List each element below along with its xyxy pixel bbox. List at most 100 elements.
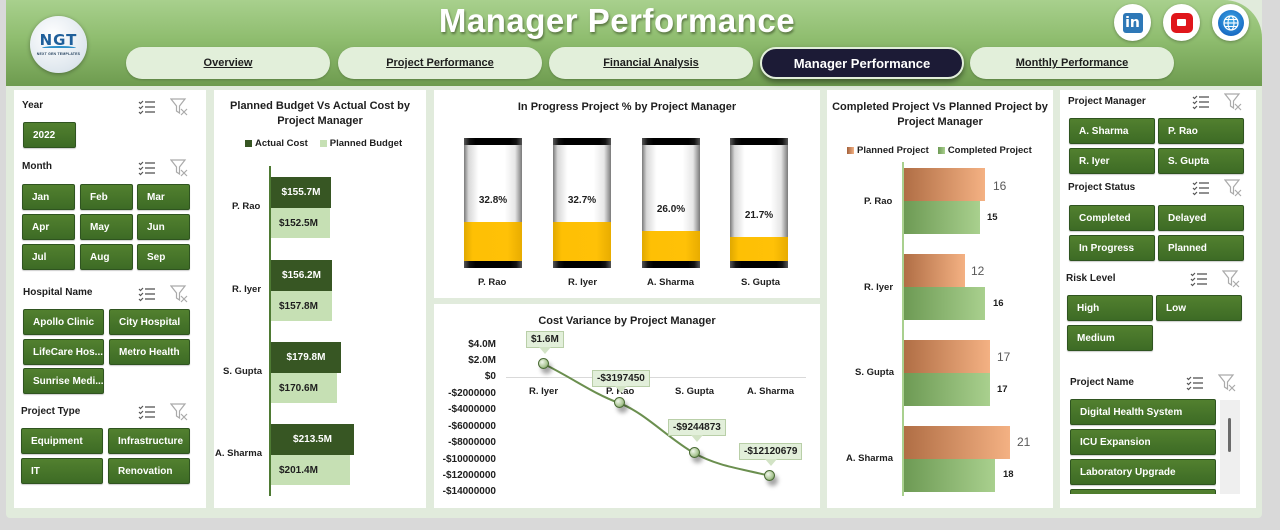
slicer-type-it[interactable]: IT: [21, 458, 103, 484]
bar-planned-project[interactable]: [904, 340, 990, 373]
tube-bar[interactable]: 32.7%: [553, 138, 611, 268]
slicer-month-jun[interactable]: Jun: [137, 214, 190, 240]
multi-select-icon[interactable]: [138, 404, 156, 425]
legend-planned-budget[interactable]: Planned Budget: [319, 138, 402, 149]
legend-planned-project[interactable]: Planned Project: [847, 145, 929, 156]
slicer-project-icu-expansion[interactable]: ICU Expansion: [1070, 429, 1216, 455]
slicer-month-mar[interactable]: Mar: [137, 184, 190, 210]
slicer-manager-p-rao[interactable]: P. Rao: [1158, 118, 1244, 144]
clear-filter-icon[interactable]: [169, 159, 188, 182]
clear-filter-icon[interactable]: [169, 403, 188, 426]
slicer-risk-low[interactable]: Low: [1156, 295, 1242, 321]
slicer-risk-high[interactable]: High: [1067, 295, 1153, 321]
category-label: A. Sharma: [747, 386, 794, 397]
slicer-type-infrastructure[interactable]: Infrastructure: [108, 428, 190, 454]
project-name-slicer-title: Project Name: [1070, 377, 1134, 388]
slicer-hospital-sunrise[interactable]: Sunrise Medi...: [23, 368, 104, 394]
ngt-logo[interactable]: NGT NEXT GEN TEMPLATES: [30, 16, 87, 73]
bar-planned-budget[interactable]: $170.6M: [271, 373, 337, 403]
bar-actual-cost[interactable]: $156.2M: [271, 260, 332, 291]
slicer-status-in-progress[interactable]: In Progress: [1069, 235, 1155, 261]
bar-planned-project[interactable]: [904, 426, 1010, 459]
tab-manager-performance[interactable]: Manager Performance: [760, 47, 964, 79]
multi-select-icon[interactable]: [1192, 94, 1210, 115]
slicer-month-jan[interactable]: Jan: [22, 184, 75, 210]
multi-select-icon[interactable]: [138, 160, 156, 181]
slicer-type-equipment[interactable]: Equipment: [21, 428, 103, 454]
slicer-month-jul[interactable]: Jul: [22, 244, 75, 270]
y-axis-line: [902, 162, 904, 496]
slicer-month-sep[interactable]: Sep: [137, 244, 190, 270]
bar-planned-budget[interactable]: $152.5M: [271, 208, 330, 238]
tab-financial-analysis[interactable]: Financial Analysis: [549, 47, 753, 79]
multi-select-icon[interactable]: [1192, 180, 1210, 201]
linkedin-button[interactable]: in: [1114, 4, 1151, 41]
category-label: S. Gupta: [741, 277, 781, 288]
chart-title: Planned Budget Vs Actual Cost by Project…: [230, 100, 410, 127]
slicer-hospital-city-hospital[interactable]: City Hospital: [109, 309, 190, 335]
slicer-hospital-apollo-clinic[interactable]: Apollo Clinic: [23, 309, 104, 335]
bar-completed-project[interactable]: [904, 459, 995, 492]
chart-legend: Planned Project Completed Project: [847, 145, 1032, 156]
y-tick: -$2000000: [448, 388, 496, 399]
bar-completed-project[interactable]: [904, 287, 985, 320]
youtube-button[interactable]: [1163, 4, 1200, 41]
bar-actual-cost[interactable]: $179.8M: [271, 342, 341, 373]
multi-select-icon[interactable]: [1186, 375, 1204, 396]
category-label: P. Rao: [478, 277, 507, 288]
multi-select-icon[interactable]: [138, 286, 156, 307]
slicer-manager-a-sharma[interactable]: A. Sharma: [1069, 118, 1155, 144]
bar-completed-project[interactable]: [904, 373, 990, 406]
clear-filter-icon[interactable]: [1221, 270, 1240, 293]
multi-select-icon[interactable]: [138, 99, 156, 120]
tab-overview[interactable]: Overview: [126, 47, 330, 79]
slicer-status-planned[interactable]: Planned: [1158, 235, 1244, 261]
slicer-status-delayed[interactable]: Delayed: [1158, 205, 1244, 231]
clear-filter-icon[interactable]: [1223, 93, 1242, 116]
slicer-year-2022[interactable]: 2022: [23, 122, 76, 148]
tube-bar[interactable]: 21.7%: [730, 138, 788, 268]
bar-planned-budget[interactable]: $201.4M: [271, 455, 350, 485]
tab-monthly-performance[interactable]: Monthly Performance: [970, 47, 1174, 79]
legend-completed-project[interactable]: Completed Project: [937, 145, 1032, 156]
slicer-hospital-lifecare[interactable]: LifeCare Hos...: [23, 339, 104, 365]
tube-bar[interactable]: 32.8%: [464, 138, 522, 268]
clear-filter-icon[interactable]: [169, 285, 188, 308]
slicer-project-laboratory-upgrade[interactable]: Laboratory Upgrade: [1070, 459, 1216, 485]
multi-select-icon[interactable]: [1190, 271, 1208, 292]
clear-filter-icon[interactable]: [1223, 179, 1242, 202]
slicer-status-completed[interactable]: Completed: [1069, 205, 1155, 231]
legend-actual-cost[interactable]: Actual Cost: [245, 138, 308, 149]
clear-filter-icon[interactable]: [169, 98, 188, 121]
slicer-manager-r-iyer[interactable]: R. Iyer: [1069, 148, 1155, 174]
project-type-slicer-title: Project Type: [21, 406, 81, 417]
data-point[interactable]: [538, 358, 549, 369]
bar-actual-cost[interactable]: $213.5M: [271, 424, 354, 455]
slicer-project-next[interactable]: [1070, 489, 1216, 494]
tube-bar[interactable]: 26.0%: [642, 138, 700, 268]
bar-actual-cost[interactable]: $155.7M: [271, 177, 331, 208]
slicer-type-renovation[interactable]: Renovation: [108, 458, 190, 484]
tab-project-performance[interactable]: Project Performance: [338, 47, 542, 79]
data-point[interactable]: [764, 470, 775, 481]
slicer-month-may[interactable]: May: [80, 214, 133, 240]
slicer-hospital-metro-health[interactable]: Metro Health: [109, 339, 190, 365]
clear-filter-icon[interactable]: [1217, 374, 1236, 397]
bar-planned-project[interactable]: [904, 254, 965, 287]
month-slicer-header: Month: [22, 161, 52, 172]
bar-completed-project[interactable]: [904, 201, 980, 234]
data-point[interactable]: [689, 447, 700, 458]
data-point[interactable]: [614, 397, 625, 408]
slicer-risk-medium[interactable]: Medium: [1067, 325, 1153, 351]
bar-planned-budget[interactable]: $157.8M: [271, 291, 332, 321]
project-type-slicer-header: Project Type: [21, 406, 80, 417]
project-list-scrollbar[interactable]: [1220, 400, 1240, 494]
slicer-project-digital-health-system[interactable]: Digital Health System: [1070, 399, 1216, 425]
slicer-month-apr[interactable]: Apr: [22, 214, 75, 240]
slicer-month-feb[interactable]: Feb: [80, 184, 133, 210]
slicer-month-aug[interactable]: Aug: [80, 244, 133, 270]
scrollbar-thumb[interactable]: [1228, 418, 1231, 452]
bar-planned-project[interactable]: [904, 168, 985, 201]
website-button[interactable]: [1212, 4, 1249, 41]
slicer-manager-s-gupta[interactable]: S. Gupta: [1158, 148, 1244, 174]
